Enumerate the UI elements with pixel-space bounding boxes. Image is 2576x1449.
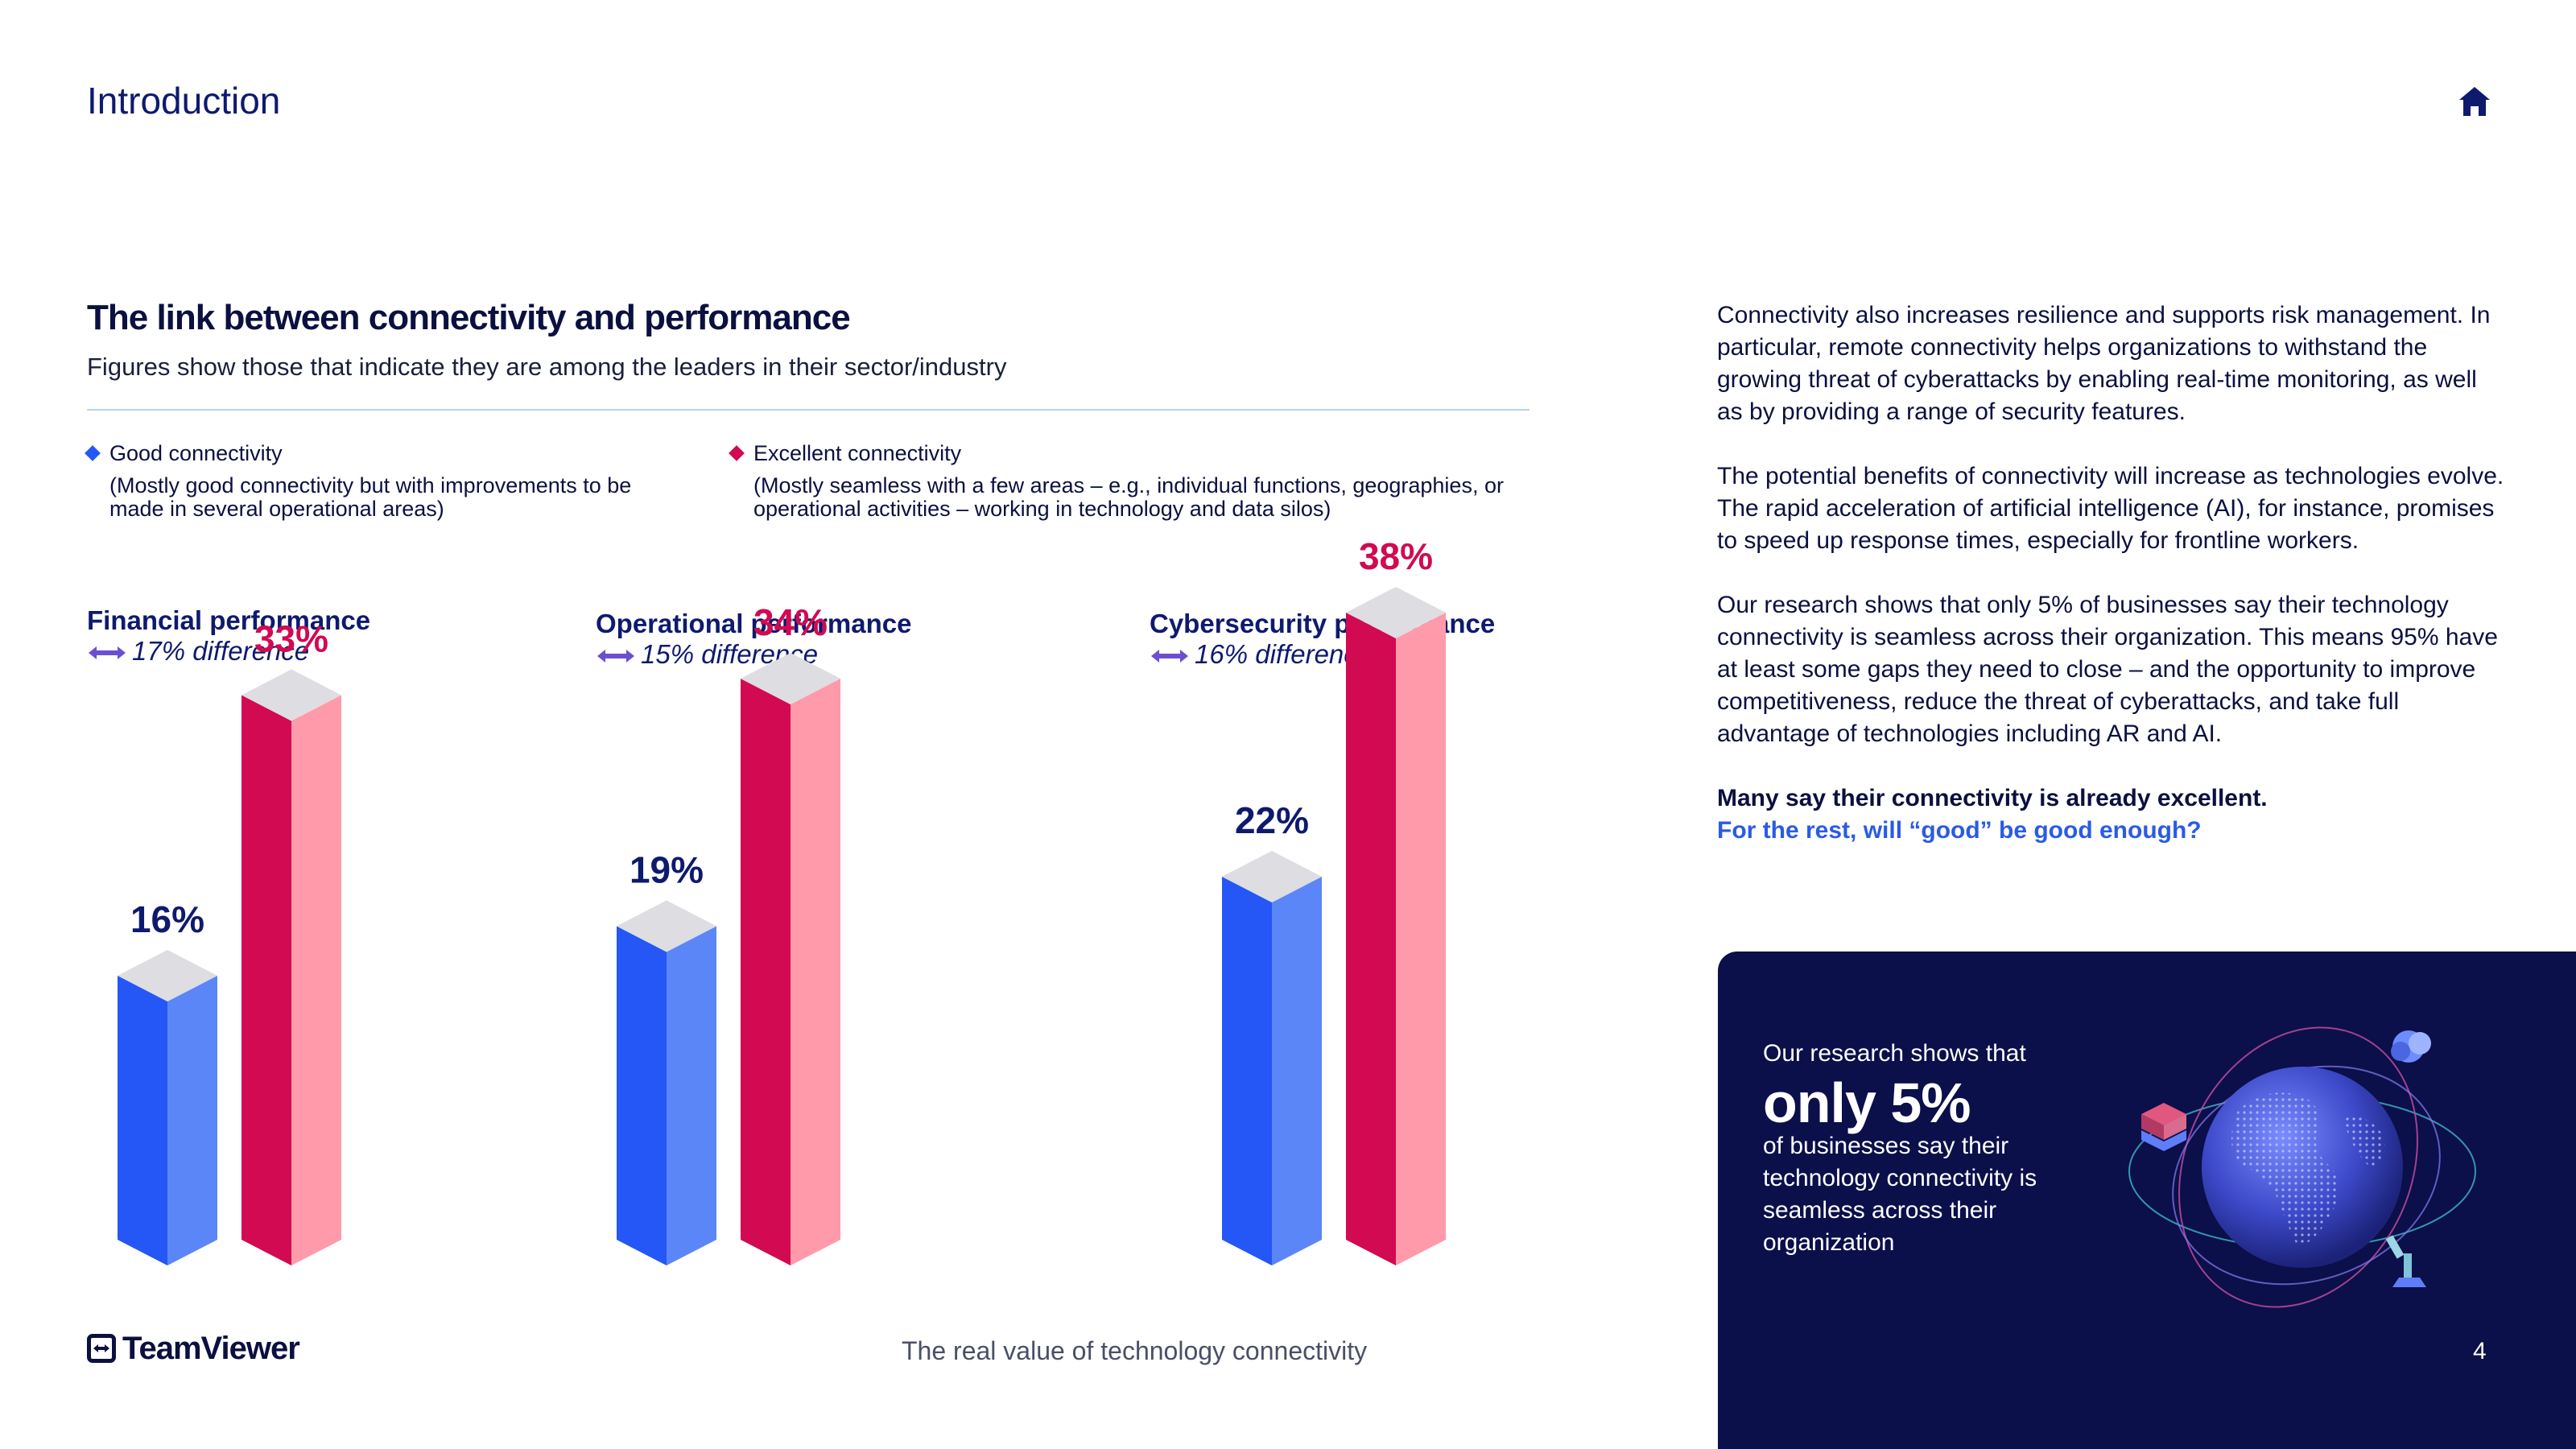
bar-top [741, 653, 840, 704]
globe-icon [2128, 1026, 2476, 1308]
bar-top [118, 950, 217, 1001]
paragraph: Our research shows that only 5% of busin… [1717, 592, 2498, 747]
bar-side [291, 695, 341, 1265]
divider [87, 409, 1530, 411]
brand-name: TeamViewer [122, 1330, 300, 1366]
difference-text: 17% difference [132, 636, 310, 666]
bar-front [1222, 877, 1272, 1265]
bar-front [118, 976, 167, 1265]
legend-description: (Mostly seamless with a few areas – e.g.… [753, 473, 1504, 521]
group-heading-financial: Financial performance 17% difference [87, 605, 370, 667]
category-label: Operational performance [596, 609, 912, 638]
section-title: Introduction [87, 80, 281, 122]
stat-card [1718, 952, 2576, 1449]
difference-text: 16% difference [1195, 639, 1373, 669]
data-label: 22% [1235, 799, 1309, 841]
bar-side [1396, 613, 1446, 1265]
bar-side [791, 679, 840, 1265]
double-arrow-icon [89, 646, 126, 660]
double-arrow-icon [1151, 650, 1188, 663]
bar-chart: 16% 33% 19% 34% 22% 38% [118, 535, 1446, 1265]
bar-side [167, 976, 217, 1265]
data-label: 38% [1359, 535, 1433, 577]
bar-front [1346, 613, 1396, 1265]
data-label: 33% [254, 618, 328, 660]
data-label: 34% [753, 601, 828, 643]
bar-front [617, 926, 667, 1265]
paragraph: Connectivity also increases resilience a… [1717, 302, 2491, 425]
teamviewer-logo: TeamViewer [87, 1330, 300, 1367]
footer-title: The real value of technology connectivit… [902, 1336, 1368, 1365]
data-label: 19% [630, 849, 704, 891]
stat-intro: Our research shows that [1763, 1040, 2026, 1067]
stat-detail: of businesses say their technology conne… [1763, 1133, 2037, 1256]
legend-item-excellent: Excellent connectivity (Mostly seamless … [729, 441, 1544, 521]
difference-label: 17% difference [87, 636, 370, 667]
data-label: 16% [130, 898, 204, 940]
chart-title: The link between connectivity and perfor… [87, 298, 851, 337]
stat-value: only 5% [1763, 1071, 1971, 1134]
chart-subtitle: Figures show those that indicate they ar… [87, 353, 1007, 381]
page-number: 4 [2473, 1338, 2487, 1364]
difference-label: 16% difference [1150, 639, 1495, 670]
legend-label: Excellent connectivity [753, 441, 962, 465]
emphasis-text: Many say their connectivity is already e… [1717, 785, 2268, 811]
double-arrow-icon [597, 650, 634, 663]
paragraph: The potential benefits of connectivity w… [1717, 463, 2504, 554]
legend-label: Good connectivity [109, 441, 283, 465]
question-text: For the rest, will “good” be good enough… [1717, 817, 2202, 844]
bar-side [667, 926, 716, 1265]
logo-mark-icon [87, 1334, 116, 1363]
legend-description: (Mostly good connectivity but with impro… [109, 473, 632, 521]
body-text: Connectivity also increases resilience a… [1717, 299, 2506, 847]
bar-front [242, 695, 291, 1265]
legend-item-good: Good connectivity (Mostly good connectiv… [85, 441, 667, 521]
bar-top [617, 900, 716, 952]
bar-top [1222, 851, 1322, 902]
bar-front [741, 679, 791, 1265]
bar-side [1272, 877, 1322, 1265]
bar-top [242, 669, 341, 721]
home-icon[interactable] [2457, 84, 2492, 119]
category-label: Financial performance [87, 605, 371, 635]
bar-top [1346, 587, 1446, 638]
